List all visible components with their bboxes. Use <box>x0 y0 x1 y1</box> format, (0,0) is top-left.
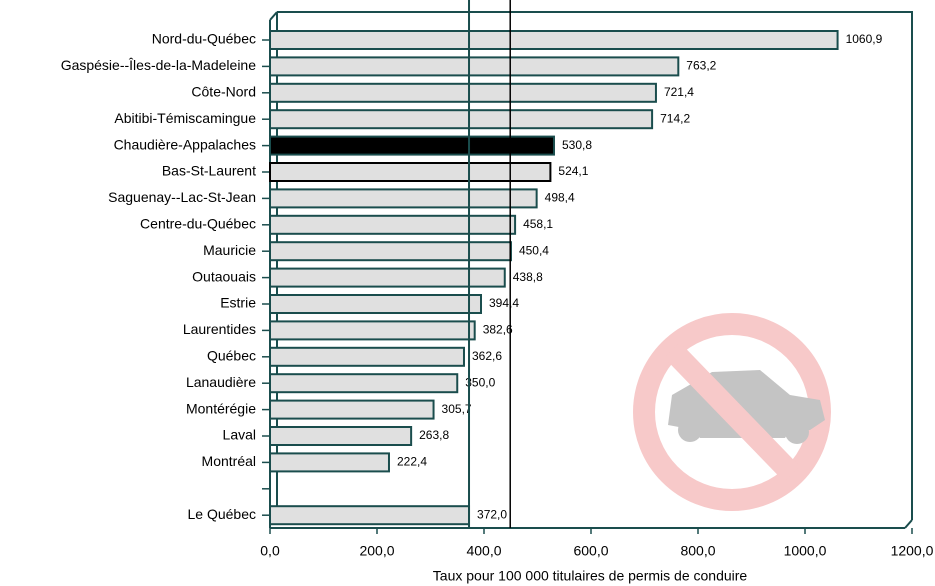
value-label: 263,8 <box>419 428 449 442</box>
bar <box>269 30 839 50</box>
x-axis-label: Taux pour 100 000 titulaires de permis d… <box>433 568 748 584</box>
y-tick-label: Estrie <box>220 295 256 311</box>
y-tick-label: Côte-Nord <box>191 84 256 100</box>
value-label: 458,1 <box>523 217 553 231</box>
bar <box>269 135 555 156</box>
bar <box>269 346 465 367</box>
value-label: 763,2 <box>686 59 716 73</box>
bar <box>269 505 471 526</box>
y-tick-label: Bas-St-Laurent <box>162 163 256 179</box>
value-label: 438,8 <box>513 270 543 284</box>
x-tick-label: 200,0 <box>359 543 394 559</box>
bar <box>269 452 390 473</box>
y-tick-label: Gaspésie--Îles-de-la-Madeleine <box>61 57 257 73</box>
value-label: 222,4 <box>397 455 427 469</box>
bar <box>269 267 506 288</box>
bar <box>269 241 512 262</box>
y-tick-label: Laurentides <box>183 321 256 337</box>
bar <box>269 426 413 446</box>
x-tick-label: 800,0 <box>680 543 715 559</box>
x-tick-label: 1000,0 <box>784 543 827 559</box>
x-tick-label: 600,0 <box>573 543 608 559</box>
y-tick-label: Montréal <box>202 453 256 469</box>
bar <box>269 56 680 77</box>
bar <box>269 162 552 182</box>
bar <box>269 320 476 341</box>
y-tick-label: Nord-du-Québec <box>152 31 256 47</box>
y-tick-label: Saguenay--Lac-St-Jean <box>108 189 256 205</box>
value-label: 524,1 <box>558 164 588 178</box>
bar <box>269 109 654 130</box>
bar <box>269 82 657 103</box>
value-label: 372,0 <box>477 507 507 521</box>
y-tick-label: Lanaudière <box>186 374 256 390</box>
value-label: 382,6 <box>483 323 513 337</box>
y-tick-label: Le Québec <box>188 506 257 522</box>
y-tick-label: Montérégie <box>186 400 256 416</box>
value-label: 450,4 <box>519 243 549 257</box>
bar <box>269 399 435 420</box>
bar <box>269 214 517 235</box>
no-car-sign <box>633 313 831 511</box>
value-label: 1060,9 <box>846 32 883 46</box>
x-tick-label: 0,0 <box>260 543 280 559</box>
y-tick-label: Mauricie <box>203 242 256 258</box>
y-tick-label: Laval <box>223 427 256 443</box>
value-label: 498,4 <box>545 191 575 205</box>
bar <box>269 188 538 209</box>
value-label: 350,0 <box>465 375 495 389</box>
x-tick-label: 1200,0 <box>891 543 934 559</box>
y-tick-label: Chaudière-Appalaches <box>114 136 256 152</box>
y-tick-label: Québec <box>207 348 256 364</box>
value-label: 714,2 <box>660 111 690 125</box>
y-tick-label: Outaouais <box>192 268 256 284</box>
value-label: 394,4 <box>489 296 519 310</box>
y-tick-label: Abitibi-Témiscamingue <box>114 110 256 126</box>
value-label: 362,6 <box>472 349 502 363</box>
y-tick-label: Centre-du-Québec <box>140 216 256 232</box>
value-label: 530,8 <box>562 138 592 152</box>
x-tick-label: 400,0 <box>466 543 501 559</box>
bar <box>269 373 459 394</box>
bar <box>269 294 483 314</box>
value-label: 721,4 <box>664 85 694 99</box>
value-label: 305,7 <box>442 402 472 416</box>
